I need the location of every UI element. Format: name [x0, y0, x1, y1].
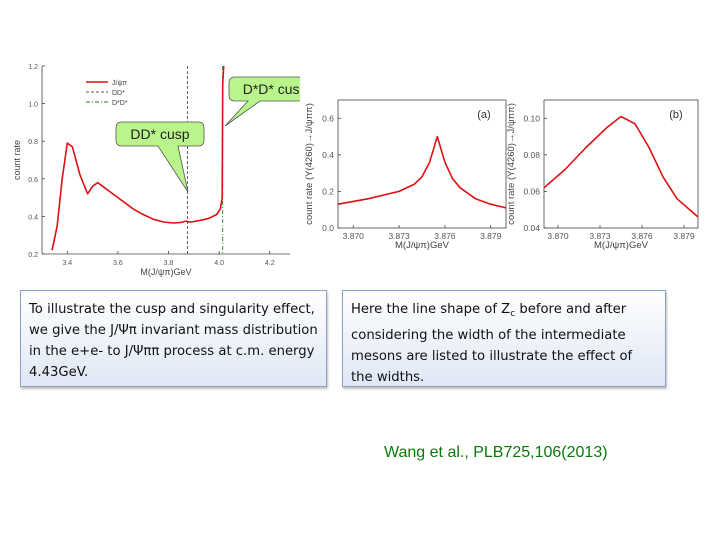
main-chart: 3.4 3.6 3.8 4.0 4.2 0.2 0.4 0.6 0.8 1.0 1.2 M(J/ψπ)… — [12, 64, 300, 277]
panel-b-axes: 3.870 3.873 3.876 3.879 0.04 0.06 0.08 0.10 M(J/… — [506, 99, 699, 251]
a-series-line — [337, 135, 507, 209]
main-y-tick-label: 0.4 — [28, 214, 38, 221]
main-y-tick-label: 1.2 — [28, 64, 38, 71]
main-legend: J/ψπ DD* D*D* — [86, 80, 128, 107]
b-x-tick-label: 3.873 — [589, 231, 611, 241]
callout-dstar-dstar-text: D*D* cusp — [243, 81, 300, 97]
right-description-text-before: Here the line shape of Z — [351, 302, 511, 317]
b-panel-label: (b) — [669, 109, 682, 121]
right-description-box: Here the line shape of Zc before and aft… — [342, 290, 666, 387]
main-y-tick-label: 0.8 — [28, 139, 38, 146]
callout-d-dstar: DD* cusp — [115, 121, 205, 193]
a-y-tick-label: 0.6 — [322, 113, 334, 123]
b-series-line — [543, 115, 699, 218]
main-x-tick-label: 4.0 — [214, 260, 224, 267]
main-x-tick-label: 3.6 — [113, 260, 123, 267]
main-threshold-lines — [187, 66, 224, 254]
b-x-tick-label: 3.870 — [547, 231, 569, 241]
a-y-axis-label: count rate (Y(4260)→J/ψππ) — [304, 103, 315, 225]
main-x-tick-label: 3.8 — [164, 260, 174, 267]
main-x-tick-label: 3.4 — [62, 260, 72, 267]
b-frame — [543, 99, 699, 229]
main-y-axis-label: count rate — [12, 140, 22, 180]
main-y-tick-label: 0.2 — [28, 252, 38, 259]
b-y-tick-label: 0.10 — [523, 113, 540, 123]
panel-b-chart: 3.870 3.873 3.876 3.879 0.04 0.06 0.08 0.10 M(J/… — [506, 99, 699, 251]
b-x-axis-label: M(J/ψπ)GeV — [594, 240, 649, 251]
main-x-tick-label: 4.2 — [265, 260, 275, 267]
b-x-tick-label: 3.876 — [631, 231, 653, 241]
legend-label: D*D* — [112, 100, 128, 107]
a-x-tick-label: 3.876 — [434, 231, 456, 241]
callout-d-dstar-text: DD* cusp — [130, 126, 189, 142]
a-x-tick-label: 3.873 — [388, 231, 410, 241]
panel-a-axes: 3.870 3.873 3.876 3.879 0.0 0.2 0.4 0.6 M(J/ψπ)G… — [304, 99, 507, 251]
b-y-tick-label: 0.08 — [523, 150, 540, 160]
main-series — [51, 66, 225, 251]
legend-label: J/ψπ — [112, 80, 127, 87]
a-x-tick-label: 3.870 — [343, 231, 365, 241]
main-y-tick-label: 1.0 — [28, 102, 38, 109]
callout-dstar-dstar: D*D* cusp — [224, 76, 300, 127]
b-y-axis-label: count rate (Y(4260)→J/ψππ) — [506, 103, 517, 225]
main-x-axis-label: M(J/ψπ)GeV — [140, 267, 191, 277]
a-x-axis-label: M(J/ψπ)GeV — [395, 240, 450, 251]
a-panel-label: (a) — [477, 109, 490, 121]
panel-b-series — [543, 115, 699, 218]
a-y-tick-label: 0.2 — [322, 186, 334, 196]
a-x-tick-label: 3.879 — [480, 231, 502, 241]
legend-label: DD* — [112, 90, 125, 97]
right-description-subscript: c — [510, 309, 516, 319]
citation: Wang et al., PLB725,106(2013) — [384, 444, 608, 461]
b-y-tick-label: 0.06 — [523, 186, 540, 196]
right-description-text-after: before and after considering the width o… — [351, 302, 633, 385]
left-description-box: To illustrate the cusp and singularity e… — [20, 290, 327, 387]
left-description-text: To illustrate the cusp and singularity e… — [29, 302, 318, 380]
panel-a-series — [337, 135, 507, 209]
main-axes: 3.4 3.6 3.8 4.0 4.2 0.2 0.4 0.6 0.8 1.0 1.2 M(J/ψπ)… — [12, 64, 290, 277]
b-x-tick-label: 3.879 — [673, 231, 695, 241]
panel-a-chart: 3.870 3.873 3.876 3.879 0.0 0.2 0.4 0.6 M(J/ψπ)G… — [304, 99, 507, 251]
main-y-tick-label: 0.6 — [28, 177, 38, 184]
a-y-tick-label: 0.4 — [322, 150, 334, 160]
b-y-tick-label: 0.04 — [523, 223, 540, 233]
a-frame — [337, 99, 507, 229]
main-series-line — [51, 66, 225, 251]
a-y-tick-label: 0.0 — [322, 223, 334, 233]
